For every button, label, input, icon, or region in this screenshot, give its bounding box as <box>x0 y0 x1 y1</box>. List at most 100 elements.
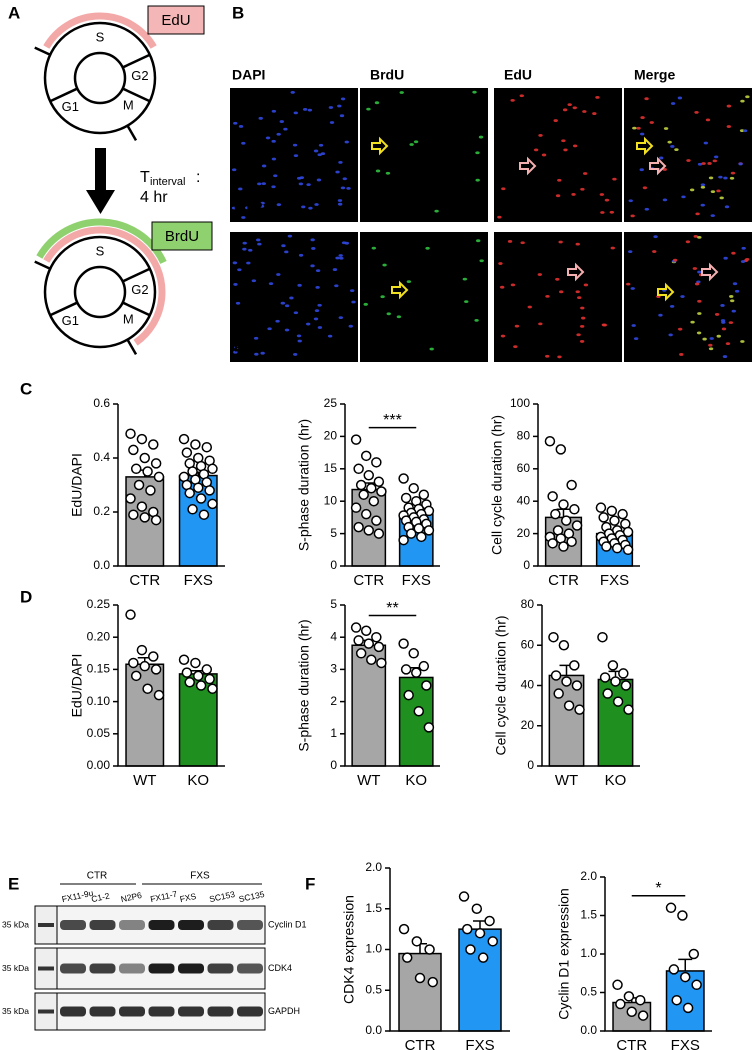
nucleus <box>626 282 631 286</box>
data-point <box>405 528 417 539</box>
band <box>148 963 175 974</box>
data-point <box>601 541 612 552</box>
y-axis-label: EdU/DAPI <box>69 453 85 517</box>
nucleus <box>562 108 568 112</box>
nucleus <box>340 97 346 101</box>
nucleus <box>290 90 295 94</box>
nucleus <box>583 283 589 287</box>
data-point <box>353 521 364 533</box>
data-point <box>606 505 618 517</box>
data-point <box>668 964 680 975</box>
data-point <box>148 651 159 662</box>
nucleus <box>237 268 242 272</box>
nucleus <box>344 241 350 245</box>
nucleus <box>510 283 516 287</box>
data-point <box>139 660 150 672</box>
y-tick-label: 10 <box>324 493 338 507</box>
data-point <box>602 688 613 699</box>
nucleus <box>380 295 385 299</box>
divider <box>122 53 151 69</box>
nucleus <box>276 203 282 207</box>
nucleus <box>738 162 743 166</box>
data-point <box>610 676 621 687</box>
data-point <box>558 640 570 651</box>
lane-label: FX11-9u <box>61 888 95 904</box>
nucleus <box>731 309 736 313</box>
nucleus <box>498 262 503 265</box>
nucleus <box>674 148 679 152</box>
y-axis-label: Cyclin D1 expression <box>556 888 572 1020</box>
band <box>237 963 263 974</box>
nucleus <box>478 135 484 139</box>
data-point <box>184 487 195 499</box>
y-axis-label: Cell cycle duration (hr) <box>489 415 505 555</box>
nucleus <box>604 198 610 202</box>
micrograph <box>624 88 752 222</box>
band <box>60 920 86 930</box>
nucleus <box>276 132 281 136</box>
arrow-marker <box>567 262 585 282</box>
data-point <box>474 927 486 939</box>
nucleus <box>670 102 676 105</box>
data-point <box>400 492 412 504</box>
nucleus <box>267 327 272 331</box>
nucleus <box>710 214 715 217</box>
data-point <box>130 463 142 475</box>
nucleus <box>745 257 750 261</box>
nucleus <box>320 152 326 156</box>
nucleus <box>251 279 257 283</box>
data-point <box>427 976 439 988</box>
nucleus <box>630 287 635 290</box>
nucleus <box>742 129 748 133</box>
nucleus <box>697 299 702 303</box>
nucleus <box>462 277 468 281</box>
nucleus <box>612 177 617 181</box>
y-tick-label: 1.0 <box>580 946 597 960</box>
data-point <box>398 923 410 935</box>
data-point <box>204 673 215 685</box>
nucleus <box>677 327 683 331</box>
data-point <box>413 706 425 717</box>
ladder-label: 35 kDa <box>2 1006 29 1016</box>
nucleus <box>538 322 543 326</box>
data-point <box>477 952 489 963</box>
data-point <box>569 660 580 671</box>
nucleus <box>261 164 267 168</box>
nucleus <box>299 176 305 180</box>
nucleus <box>697 270 702 274</box>
nucleus <box>241 141 246 145</box>
nucleus <box>721 321 726 324</box>
data-point <box>558 541 569 552</box>
nucleus <box>541 153 547 157</box>
data-point <box>560 515 572 526</box>
nucleus <box>697 312 702 315</box>
data-point <box>363 638 374 649</box>
phase-label: G2 <box>131 282 148 297</box>
chart: 0.0 0.5 1.0 1.5 2.0 CDK4 expression CTR FXS <box>341 860 510 1050</box>
data-point <box>398 534 409 546</box>
nucleus <box>703 141 709 145</box>
axes <box>344 404 440 567</box>
ladder-label: 35 kDa <box>2 963 29 973</box>
arrow-marker <box>371 136 389 156</box>
data-point <box>133 479 145 491</box>
nucleus <box>497 215 502 219</box>
y-tick-label: 5 <box>330 597 337 611</box>
nucleus <box>399 91 404 94</box>
nucleus <box>338 254 343 257</box>
data-point <box>607 660 619 671</box>
data-point <box>184 677 195 688</box>
nucleus <box>720 304 725 307</box>
y-tick-label: 20 <box>521 718 535 732</box>
band <box>148 920 175 930</box>
nucleus <box>374 101 380 105</box>
nucleus <box>363 302 368 306</box>
data-point <box>691 979 702 991</box>
nucleus <box>242 247 247 251</box>
nucleus <box>296 334 302 338</box>
y-axis-label: Cell cycle duration (hr) <box>493 615 509 755</box>
chart: 0 5 10 15 20 25 S-phase duration (hr) CTR FXS *** <box>296 396 440 589</box>
nucleus <box>600 211 605 214</box>
nucleus <box>308 206 313 210</box>
nucleus <box>337 202 343 206</box>
